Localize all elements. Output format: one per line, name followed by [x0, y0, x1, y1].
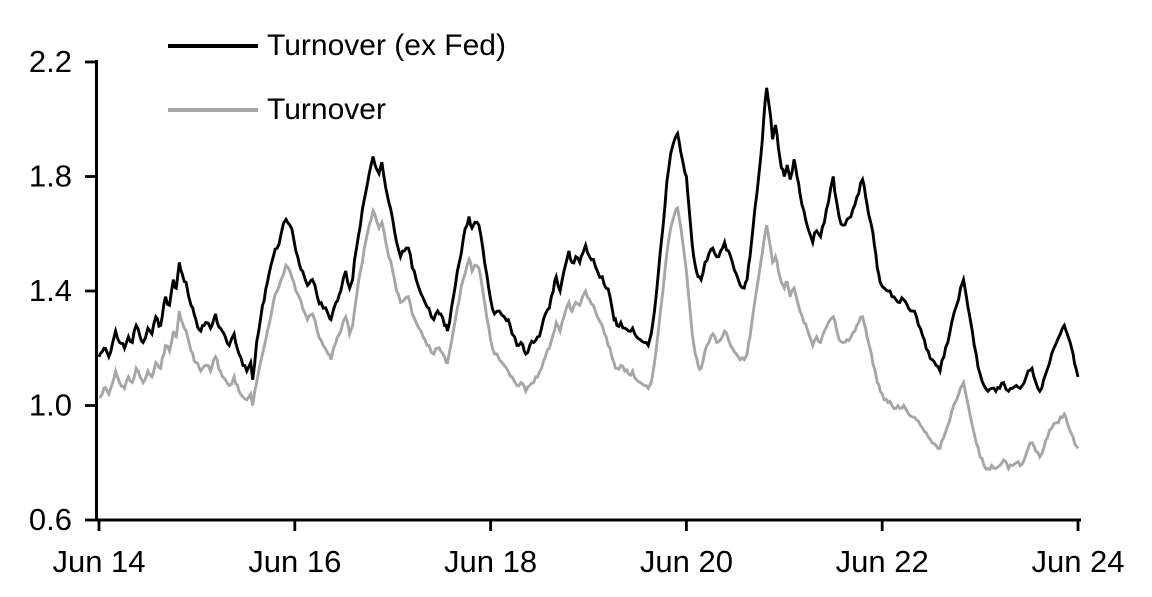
- legend-line-black-icon: [168, 44, 258, 48]
- y-tick-label: 2.2: [29, 44, 72, 79]
- x-tick-label: Jun 16: [248, 544, 341, 579]
- legend-line-gray-icon: [168, 108, 258, 112]
- x-tick-label: Jun 14: [52, 544, 145, 579]
- series-line-turnover-ex-fed: [97, 87, 1080, 395]
- legend-item-turnover: Turnover: [168, 93, 386, 127]
- legend-item-turnover-ex-fed: Turnover (ex Fed): [168, 29, 506, 63]
- x-tick-label: Jun 22: [836, 544, 929, 579]
- x-tick-label: Jun 20: [640, 544, 733, 579]
- y-tick-label: 1.8: [29, 159, 72, 194]
- x-tick-label: Jun 24: [1031, 544, 1124, 579]
- series-line-turnover: [98, 205, 1080, 472]
- y-tick-label: 1.4: [29, 273, 72, 308]
- legend-label-turnover-ex-fed: Turnover (ex Fed): [267, 29, 506, 62]
- x-tick-label: Jun 18: [444, 544, 537, 579]
- y-tick-label: 0.6: [29, 502, 72, 537]
- y-tick-label: 1.0: [29, 388, 72, 423]
- legend-label-turnover: Turnover: [267, 93, 386, 126]
